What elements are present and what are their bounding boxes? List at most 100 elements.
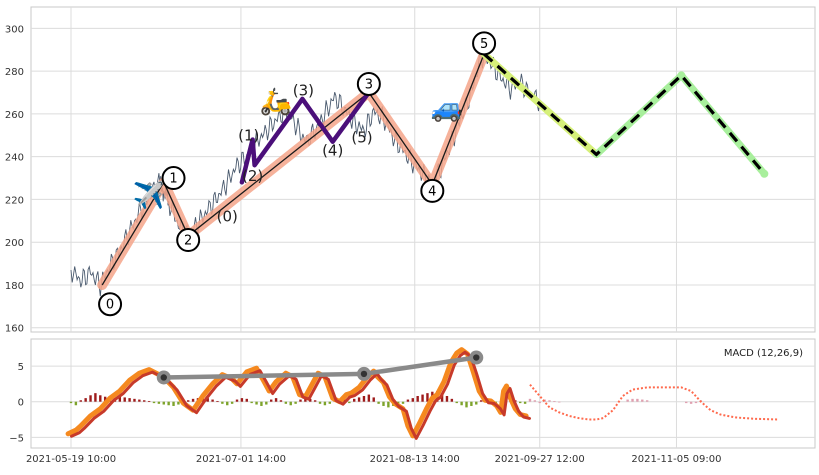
- macd-hist-bar-1: [74, 401, 78, 406]
- macd-hist-bar-95: [533, 400, 537, 402]
- macd-hist-bar-64: [382, 401, 385, 406]
- macd-hist-bar-28: [206, 398, 209, 402]
- macd-hist-bar-37: [250, 401, 253, 404]
- macd-peak-dot-1: [360, 370, 368, 378]
- macd-hist-bar-106: [685, 401, 688, 404]
- x-tick-label-1: 2021-07-01 14:00: [196, 454, 286, 465]
- macd-hist-bar-5: [94, 393, 97, 402]
- macd-hist-bar-69: [406, 399, 410, 402]
- wave-label-1: 1: [169, 172, 177, 187]
- macd-hist-bar-41: [269, 399, 273, 402]
- macd-legend-label: MACD (12,26,9): [724, 348, 803, 359]
- macd-hist-bar-101: [626, 399, 629, 402]
- macd-hist-bar-92: [519, 401, 522, 404]
- wave-label-circle-3: [356, 71, 381, 96]
- macd-ytick-0: 0: [18, 398, 24, 409]
- macd-hist-bar-59: [357, 397, 361, 402]
- x-tick-label-4: 2021-11-05 09:00: [631, 454, 721, 465]
- macd-hist-bar-50: [313, 400, 317, 402]
- macd-hist-bar-45: [289, 401, 292, 406]
- macd-hist-bar-77: [445, 395, 449, 402]
- emoji-1: 🛵: [260, 87, 292, 117]
- macd-hist-bar-2: [79, 400, 82, 402]
- macd-hist-bar-34: [235, 399, 239, 402]
- macd-hist-bar-0: [69, 401, 73, 404]
- macd-hist-bar-84: [479, 400, 483, 402]
- macd-hist-bar-71: [416, 395, 419, 402]
- macd-hist-bar-72: [421, 394, 424, 402]
- macd-hist-bar-63: [377, 401, 380, 404]
- price-ytick-180: 180: [5, 281, 24, 292]
- sub-wave-line: [239, 90, 372, 185]
- macd-hist-bar-24: [186, 400, 190, 402]
- macd-hist-bar-80: [460, 401, 463, 406]
- macd-hist-bar-52: [323, 401, 327, 406]
- macd-hist-bar-103: [636, 398, 639, 402]
- macd-hist-bar-19: [162, 401, 165, 405]
- price-ytick-300: 300: [5, 24, 24, 35]
- macd-hist-bar-21: [172, 401, 175, 406]
- projection-point-3: [760, 169, 769, 178]
- macd-hist-bar-108: [694, 401, 698, 404]
- x-tick-label-2: 2021-08-13 14:00: [370, 454, 460, 465]
- macd-ytick-5: 5: [18, 362, 24, 373]
- macd-hist-bar-51: [318, 401, 322, 404]
- macd-hist-bar-96: [538, 401, 541, 404]
- macd-hist-bar-100: [558, 401, 561, 403]
- wave-label-circle-0: [98, 292, 123, 317]
- macd-hist-bar-16: [147, 400, 151, 402]
- macd-peak-dot-2: [473, 354, 480, 361]
- wave-line: [101, 53, 485, 286]
- macd-hist-bar-79: [455, 401, 458, 404]
- macd-hist-bar-65: [387, 401, 390, 408]
- macd-peak-dot-0: [160, 374, 167, 381]
- macd-hist-bar-4: [89, 395, 92, 402]
- macd-hist-bar-62: [372, 397, 375, 402]
- macd-hist-bar-18: [157, 401, 161, 404]
- macd-hist-bar-61: [367, 394, 371, 402]
- macd-hist-bar-29: [211, 399, 214, 402]
- wave-label-4: 4: [428, 184, 436, 199]
- macd-hist-bar-78: [450, 398, 454, 402]
- macd-hist-bar-22: [177, 401, 180, 405]
- macd-hist-bar-39: [260, 401, 263, 406]
- macd-hist-bar-25: [191, 398, 195, 402]
- macd-hist-bar-53: [328, 401, 331, 404]
- projection-dash-line: [483, 52, 766, 175]
- price-ytick-220: 220: [5, 195, 24, 206]
- macd-hist-bar-33: [230, 401, 234, 404]
- wave-label-paren-4: (4): [322, 141, 343, 159]
- wave-label-2: 2: [184, 234, 192, 249]
- wave-label-paren-1: (1): [238, 126, 259, 144]
- macd-panel-frame: [30, 338, 816, 449]
- macd-hist-bar-20: [167, 401, 170, 406]
- macd-hist-bar-35: [240, 398, 244, 402]
- macd-hist-bar-7: [103, 396, 107, 402]
- macd-hist-bar-60: [362, 395, 366, 402]
- wave-label-circle-1: [161, 166, 186, 191]
- macd-hist-bar-13: [133, 398, 136, 402]
- macd-hist-bar-6: [99, 395, 102, 402]
- macd-hist-bar-38: [255, 401, 258, 405]
- macd-hist-bar-44: [284, 401, 288, 404]
- macd-hist-bar-30: [216, 400, 219, 402]
- price-ytick-160: 160: [5, 324, 24, 335]
- macd-hist-bar-81: [465, 401, 468, 408]
- macd-hist-bar-32: [226, 401, 229, 406]
- x-tick-label-3: 2021-09-27 12:00: [495, 454, 585, 465]
- macd-hist-bar-107: [689, 401, 693, 404]
- wave-label-paren-3: (3): [293, 81, 314, 99]
- emoji-0: ✈️: [133, 179, 165, 211]
- macd-hist-bar-10: [118, 396, 122, 402]
- macd-hist-bar-93: [523, 401, 527, 404]
- macd-hist-bar-14: [138, 399, 141, 402]
- macd-hist-bar-102: [631, 398, 634, 402]
- macd-hist-bar-15: [143, 400, 146, 402]
- macd-hist-bar-83: [475, 401, 478, 405]
- wave-label-0: 0: [106, 298, 114, 313]
- macd-hist-bar-46: [294, 401, 297, 404]
- wave-label-3: 3: [365, 77, 373, 92]
- macd-hist-bar-58: [353, 398, 356, 402]
